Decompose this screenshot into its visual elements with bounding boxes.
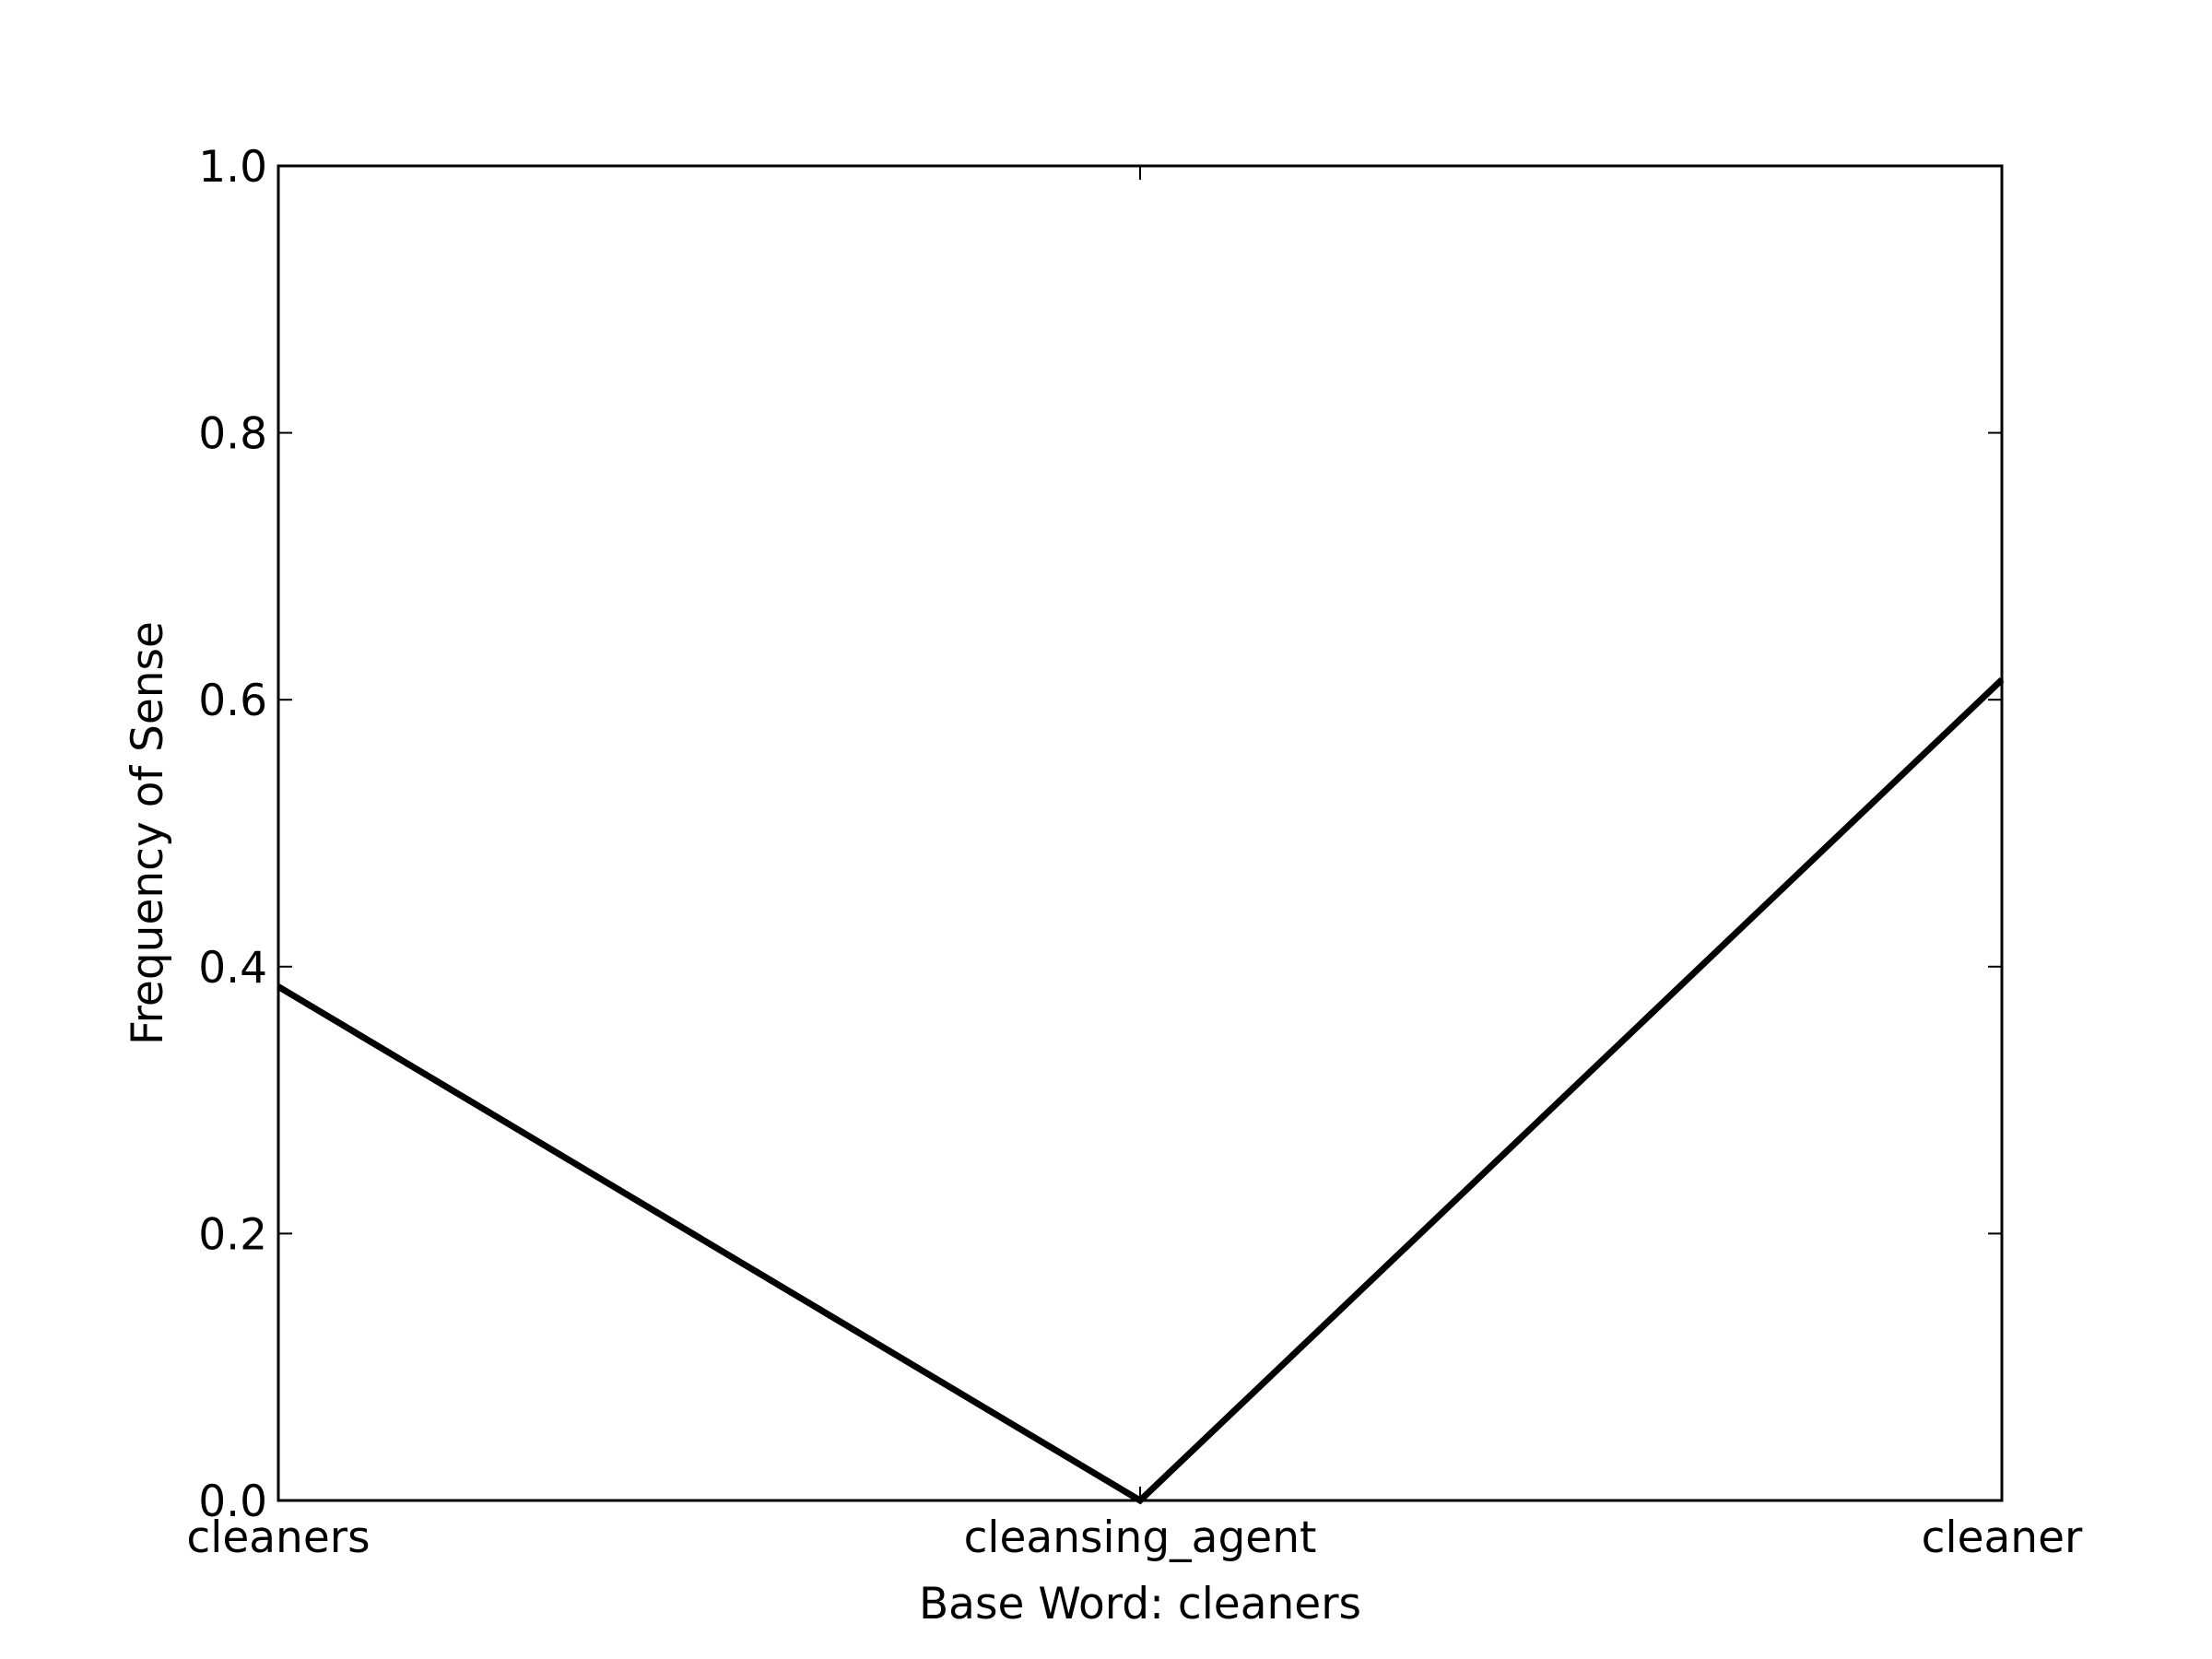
x-tick-label: cleaners bbox=[186, 1512, 370, 1563]
y-tick-label: 1.0 bbox=[198, 142, 267, 193]
plot-area-frame bbox=[276, 164, 2004, 1502]
x-tick-label: cleansing_agent bbox=[964, 1512, 1317, 1563]
y-tick-label: 0.8 bbox=[198, 409, 267, 460]
x-tick-labels: cleaners cleansing_agent cleaner bbox=[186, 1512, 2083, 1563]
y-axis-label: Frequency of Sense bbox=[123, 621, 173, 1045]
y-tick-label: 0.4 bbox=[198, 943, 267, 994]
y-tick-labels: 0.0 0.2 0.4 0.6 0.8 1.0 bbox=[198, 142, 267, 1527]
y-tick-label: 0.0 bbox=[198, 1477, 267, 1527]
y-tick-label: 0.6 bbox=[198, 676, 267, 726]
y-tick-label: 0.2 bbox=[198, 1209, 267, 1260]
x-tick-label: cleaner bbox=[1922, 1512, 2083, 1563]
x-axis-label: Base Word: cleaners bbox=[919, 1579, 1361, 1630]
